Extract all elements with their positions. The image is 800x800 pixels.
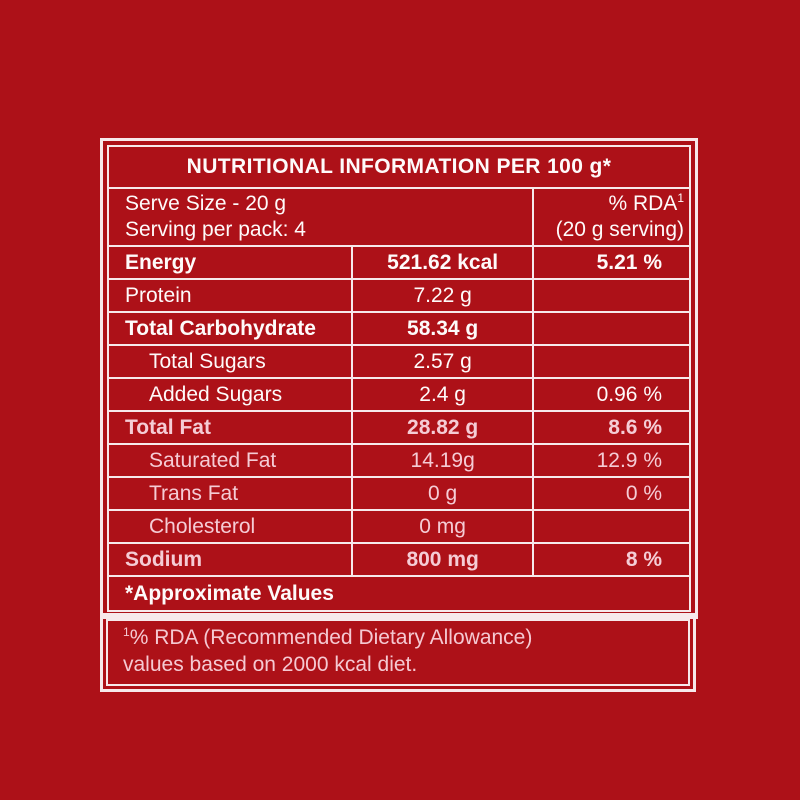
nutrient-value: 2.4 g — [351, 377, 534, 412]
nutrient-value: 58.34 g — [351, 311, 534, 346]
serve-size-text: Serve Size - 20 g — [125, 192, 287, 215]
nutrient-rda — [531, 344, 692, 379]
nutrient-value: 0 g — [351, 476, 534, 511]
nutrient-row-total-carbohydrate: Total Carbohydrate 58.34 g — [106, 311, 692, 346]
nutrient-row-added-sugars: Added Sugars 2.4 g 0.96 % — [106, 377, 692, 412]
serve-info-row: Serve Size - 20 g Serving per pack: 4 % … — [107, 187, 692, 247]
nutrient-rda: 5.21 % — [531, 245, 692, 280]
rda-footnote-text: 1% RDA (Recommended Dietary Allowance) v… — [106, 619, 690, 686]
rda-column-header: % RDA1 (20 g serving) — [531, 187, 692, 247]
rda-footnote-line2: values based on 2000 kcal diet. — [123, 653, 418, 676]
nutrient-row-total-fat: Total Fat 28.82 g 8.6 % — [106, 410, 692, 445]
nutrient-row-cholesterol: Cholesterol 0 mg — [106, 509, 692, 544]
rda-header-line1: % RDA1 — [608, 191, 684, 215]
nutrient-rda: 0.96 % — [531, 377, 692, 412]
rda-footnote-mark: 1 — [677, 191, 684, 205]
table-title: NUTRITIONAL INFORMATION PER 100 g* — [107, 145, 691, 189]
nutrient-label: Trans Fat — [106, 476, 354, 511]
nutrient-value: 800 mg — [351, 542, 534, 577]
serving-per-pack-text: Serving per pack: 4 — [125, 218, 306, 241]
nutrient-row-total-sugars: Total Sugars 2.57 g — [106, 344, 692, 379]
nutrient-label: Energy — [106, 245, 354, 280]
nutrient-value: 2.57 g — [351, 344, 534, 379]
nutrient-label: Total Fat — [106, 410, 354, 445]
nutrient-value: 521.62 kcal — [351, 245, 534, 280]
nutrient-value: 0 mg — [351, 509, 534, 544]
nutrient-value: 28.82 g — [351, 410, 534, 445]
nutrition-table-frame: NUTRITIONAL INFORMATION PER 100 g* Serve… — [100, 138, 698, 619]
approximate-values-row: *Approximate Values — [107, 575, 691, 612]
nutrient-rda: 8.6 % — [531, 410, 692, 445]
nutrient-label: Sodium — [106, 542, 354, 577]
nutrient-label: Total Sugars — [106, 344, 354, 379]
footnote-mark: 1 — [123, 625, 130, 639]
nutrient-label: Added Sugars — [106, 377, 354, 412]
nutrient-rda — [531, 509, 692, 544]
rda-footnote-box: 1% RDA (Recommended Dietary Allowance) v… — [100, 613, 696, 692]
nutrient-label: Protein — [106, 278, 354, 313]
nutrient-value: 14.19g — [351, 443, 534, 478]
nutrient-rda — [531, 278, 692, 313]
nutrient-row-sodium: Sodium 800 mg 8 % — [106, 542, 692, 577]
nutrient-value: 7.22 g — [351, 278, 534, 313]
nutrient-row-trans-fat: Trans Fat 0 g 0 % — [106, 476, 692, 511]
nutrient-label: Cholesterol — [106, 509, 354, 544]
serve-info: Serve Size - 20 g Serving per pack: 4 — [107, 187, 534, 247]
nutrient-label: Saturated Fat — [106, 443, 354, 478]
nutrient-row-energy: Energy 521.62 kcal 5.21 % — [106, 245, 692, 280]
rda-header-line2: (20 g serving) — [555, 218, 684, 241]
nutrient-rda: 0 % — [531, 476, 692, 511]
nutrient-rda: 12.9 % — [531, 443, 692, 478]
rda-footnote-line1: 1% RDA (Recommended Dietary Allowance) — [123, 625, 533, 649]
nutrient-row-protein: Protein 7.22 g — [106, 278, 692, 313]
nutrient-rda: 8 % — [531, 542, 692, 577]
title-row: NUTRITIONAL INFORMATION PER 100 g* — [107, 145, 691, 189]
approximate-values-note: *Approximate Values — [107, 575, 691, 612]
nutrient-row-saturated-fat: Saturated Fat 14.19g 12.9 % — [106, 443, 692, 478]
nutrition-table: NUTRITIONAL INFORMATION PER 100 g* Serve… — [106, 145, 692, 612]
nutrient-rda — [531, 311, 692, 346]
nutrient-label: Total Carbohydrate — [106, 311, 354, 346]
